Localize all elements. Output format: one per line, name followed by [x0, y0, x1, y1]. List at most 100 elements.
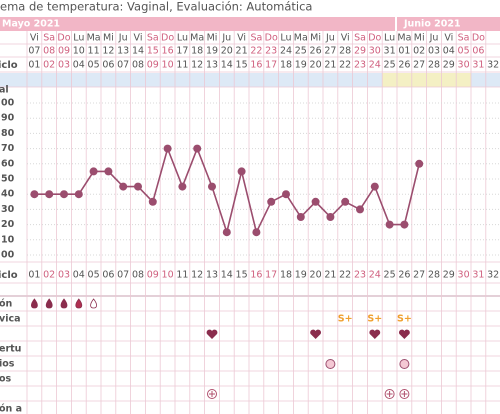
- cycle-day: 19: [295, 60, 307, 71]
- temperature-point: [89, 167, 98, 176]
- weekday-label: Ma: [87, 33, 101, 44]
- test-circle: [325, 359, 336, 369]
- cycle-day: 25: [384, 270, 396, 281]
- temperature-point: [341, 197, 350, 206]
- weekday-label: Lu: [280, 33, 291, 44]
- mucus-mark: S+: [367, 314, 382, 325]
- cycle-day: 07: [117, 270, 129, 281]
- temperature-point: [208, 182, 216, 191]
- month-band: [0, 17, 395, 31]
- cycle-day: 30: [458, 60, 470, 71]
- cycle-day: 05: [88, 60, 100, 71]
- cycle-day: 02: [43, 60, 55, 71]
- weekday-label: Sa: [458, 33, 470, 44]
- y-tick-label: 10: [1, 234, 15, 245]
- cycle-day: 10: [162, 60, 174, 71]
- menstruation-drop: [45, 298, 53, 309]
- intercourse-heart: [398, 329, 410, 339]
- y-tick-label: 50: [1, 174, 15, 185]
- temperature-point: [74, 190, 83, 199]
- temperature-point: [163, 144, 172, 153]
- intercourse-heart: [310, 329, 322, 339]
- cycle-day: 03: [58, 60, 70, 71]
- date-label: 19: [206, 46, 218, 57]
- date-label: 03: [428, 46, 440, 57]
- cycle-day: 19: [295, 270, 307, 281]
- date-label: 10: [73, 46, 85, 57]
- cycle-day: 22: [339, 270, 351, 281]
- cycle-day: 27: [413, 270, 425, 281]
- weekday-label: Sa: [250, 33, 262, 44]
- intercourse-heart: [206, 329, 218, 339]
- menstruation-drop: [90, 298, 97, 309]
- cycle-day: 30: [458, 270, 470, 281]
- weekday-label: Do: [368, 33, 381, 44]
- weekday-label: Vi: [444, 33, 453, 44]
- weekday-label: Ju: [118, 33, 128, 44]
- date-label: 13: [117, 46, 129, 57]
- date-label: 17: [176, 46, 188, 57]
- cycle-day: 06: [102, 270, 114, 281]
- weekday-label: Do: [265, 33, 278, 44]
- weekday-label: Sa: [43, 33, 55, 44]
- date-label: 29: [354, 46, 366, 57]
- cycle-day: 09: [147, 60, 159, 71]
- weekday-label: Mi: [207, 33, 218, 44]
- temperature-point: [222, 228, 231, 237]
- date-label: 06: [472, 46, 484, 57]
- weekday-label: Vi: [134, 33, 143, 44]
- cycle-day: 08: [132, 270, 144, 281]
- plus-circle: [207, 389, 217, 399]
- cycle-day: 01: [28, 270, 40, 281]
- row-label: ertu: [0, 344, 21, 355]
- temperature-point: [252, 228, 261, 237]
- temperature-point: [326, 213, 335, 221]
- temperature-point: [134, 182, 142, 191]
- cycle-day: 11: [176, 270, 188, 281]
- menstruation-drop: [75, 298, 83, 309]
- weekday-label: Sa: [354, 33, 366, 44]
- weekday-label: Vi: [30, 33, 39, 44]
- date-label: 14: [132, 46, 144, 57]
- month-band: [397, 17, 500, 31]
- y-tick-label: 70: [1, 143, 15, 154]
- temperature-point: [119, 182, 128, 191]
- cycle-day: 10: [162, 270, 174, 281]
- cycle-day: 14: [221, 60, 233, 71]
- date-label: 22: [250, 46, 262, 57]
- date-label: 28: [339, 46, 351, 57]
- date-label: 26: [310, 46, 322, 57]
- date-label: 30: [369, 46, 381, 57]
- row-label: ón: [0, 299, 13, 310]
- row-label: os: [0, 374, 12, 385]
- date-label: 20: [221, 46, 233, 57]
- y-tick-label: 90: [1, 113, 15, 124]
- cycle-day: 13: [206, 270, 218, 281]
- date-label: 23: [265, 46, 277, 57]
- date-label: 21: [236, 46, 248, 57]
- cycle-day: 17: [265, 270, 277, 281]
- cycle-day: 08: [132, 60, 144, 71]
- weekday-label: Do: [57, 33, 70, 44]
- cycle-day: 21: [324, 60, 336, 71]
- cycle-day: 06: [102, 60, 114, 71]
- cycle-day: 04: [73, 270, 85, 281]
- temperature-point: [45, 190, 54, 199]
- cycle-day: 31: [472, 60, 484, 71]
- temperature-point: [148, 197, 157, 206]
- cycle-day: 18: [280, 60, 292, 71]
- temperature-point: [356, 205, 364, 214]
- cycle-day: 20: [310, 270, 322, 281]
- cycle-day: 31: [472, 270, 484, 281]
- temperature-point: [30, 190, 39, 199]
- date-label: 18: [191, 46, 203, 57]
- date-label: 15: [147, 46, 159, 57]
- cycle-day: 17: [265, 60, 277, 71]
- plus-sign: [401, 391, 408, 397]
- cycle-day: 15: [236, 270, 248, 281]
- temperature-point: [60, 190, 68, 199]
- menstruation-drop: [31, 298, 38, 309]
- temperature-point: [104, 167, 113, 176]
- mucus-mark: S+: [338, 314, 353, 325]
